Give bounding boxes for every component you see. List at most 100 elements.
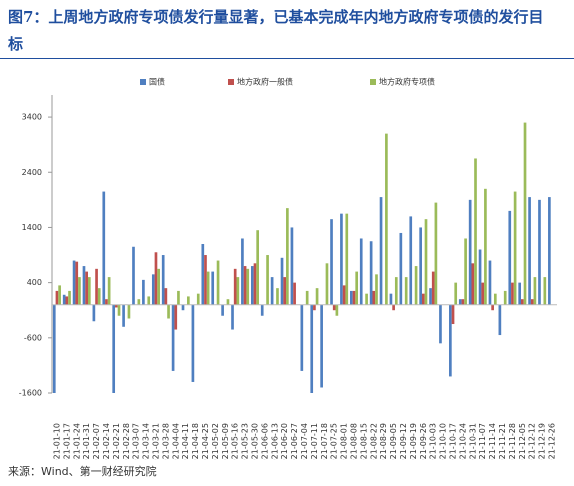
bar	[187, 296, 190, 305]
bar	[521, 299, 524, 305]
x-tick-label: 2021-02-14	[102, 423, 111, 460]
bar	[305, 290, 309, 305]
bar	[233, 268, 237, 305]
x-tick-label: 2021-08-22	[369, 423, 378, 460]
bar	[52, 304, 56, 393]
bar	[355, 271, 359, 305]
x-tick-label: 2021-10-24	[458, 423, 467, 460]
bar	[85, 271, 88, 305]
bar	[102, 191, 106, 305]
bar	[164, 288, 168, 305]
bar	[310, 304, 314, 393]
bar	[280, 257, 284, 305]
bar	[231, 304, 234, 330]
x-tick-label: 2021-11-28	[508, 423, 517, 460]
bar	[365, 293, 368, 305]
bar	[543, 277, 547, 305]
bar	[399, 232, 403, 305]
bar	[241, 238, 244, 305]
bar	[498, 304, 502, 336]
bar	[484, 188, 487, 305]
bar	[451, 304, 455, 325]
bar	[421, 293, 425, 305]
legend-swatch	[140, 79, 146, 85]
x-tick-label: 2021-04-18	[191, 423, 200, 460]
bar	[332, 304, 336, 311]
bar	[68, 290, 71, 305]
bar	[404, 277, 408, 305]
bar	[171, 304, 175, 371]
bar	[82, 266, 86, 305]
x-tick-label: 2021-06-06	[260, 423, 269, 460]
x-tick-label: 2021-03-07	[132, 423, 141, 460]
bar	[266, 255, 269, 305]
bar	[335, 304, 339, 316]
x-tick-label: 2021-10-10	[439, 423, 448, 460]
bar	[191, 304, 195, 382]
bar	[414, 266, 418, 305]
x-tick-label: 2021-09-26	[419, 423, 428, 460]
y-tick-label: 1400	[22, 223, 42, 232]
bar	[115, 304, 118, 308]
bar	[478, 249, 482, 305]
x-tick-label: 2021-04-04	[171, 423, 180, 460]
bar	[464, 238, 467, 305]
bar	[55, 290, 59, 305]
bar	[107, 277, 111, 305]
bar	[352, 290, 356, 305]
bar	[518, 282, 522, 305]
x-tick-label: 2021-02-07	[92, 423, 101, 460]
bar	[325, 263, 329, 305]
bar	[429, 288, 432, 305]
bar	[293, 282, 296, 305]
x-tick-label: 2021-01-17	[62, 423, 71, 460]
bar	[236, 277, 240, 305]
chart: -1600 -600 400 1400 2400 3400 国债 地方政府一般债 地方政府专项债…	[19, 77, 557, 460]
bar	[458, 299, 462, 305]
x-tick-label: 2021-04-11	[181, 423, 190, 460]
bar	[468, 199, 472, 305]
legend-swatch	[370, 79, 376, 85]
bar	[256, 230, 260, 305]
bar	[196, 293, 200, 305]
x-tick-label: 2021-10-17	[449, 423, 458, 460]
x-tick-label: 2021-07-11	[310, 423, 319, 460]
bar	[201, 244, 205, 305]
bar	[58, 285, 61, 305]
bar	[72, 260, 76, 305]
bar	[177, 290, 180, 305]
bar	[530, 299, 534, 305]
bar	[488, 260, 492, 305]
bar	[226, 299, 230, 305]
bar	[300, 304, 304, 371]
x-tick-label: 2021-08-29	[379, 423, 388, 460]
x-tick-label: 2021-03-21	[151, 423, 160, 460]
x-tick-label: 2021-07-18	[320, 423, 329, 460]
bar	[511, 282, 514, 305]
bar	[538, 199, 541, 305]
bar	[290, 227, 294, 305]
x-tick-label: 2021-05-02	[211, 423, 220, 460]
bar	[340, 213, 343, 305]
bar	[493, 293, 497, 305]
x-tick-label: 2021-12-26	[548, 423, 557, 460]
bar	[147, 296, 151, 305]
x-tick-label: 2021-05-23	[241, 423, 250, 460]
bar	[132, 246, 135, 305]
y-tick-label: -1600	[19, 389, 42, 398]
x-tick-label: 2021-09-19	[409, 423, 418, 460]
x-tick-label: 2021-03-14	[142, 423, 151, 460]
bar	[151, 274, 155, 305]
bar	[154, 252, 158, 305]
bar	[342, 285, 346, 305]
x-tick-label: 2021-07-04	[300, 423, 309, 460]
bar	[283, 277, 287, 305]
bar	[137, 299, 141, 305]
x-tick-label: 2021-04-25	[201, 423, 210, 460]
bar	[117, 304, 121, 316]
bar	[513, 191, 517, 305]
bar	[65, 296, 69, 305]
legend-swatch	[228, 79, 234, 85]
bar	[392, 304, 395, 311]
